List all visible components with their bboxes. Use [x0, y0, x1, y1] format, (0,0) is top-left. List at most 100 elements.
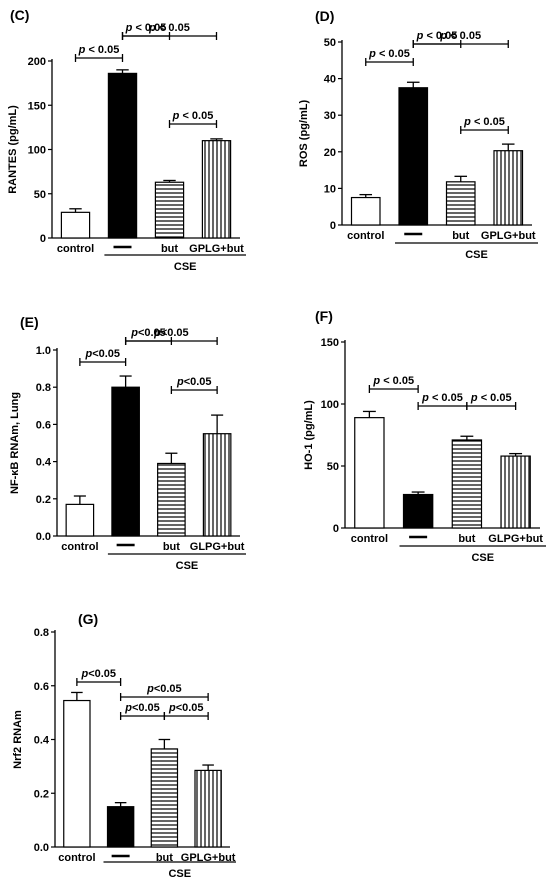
bar-3: [201, 140, 232, 239]
significance-label: p<0.05: [153, 327, 189, 339]
y-tick-label: 150: [321, 337, 339, 349]
group-label: CSE: [465, 249, 488, 261]
y-tick-label: 0.0: [36, 531, 51, 543]
y-tick-label: 20: [324, 147, 336, 159]
chart-panel-e: (E) NF-κB RNAm, Lung 0.0 0.2 0.4 0.6 0.8 1.0 con…: [9, 314, 246, 572]
significance-label: p<0.05: [130, 327, 166, 339]
y-tick-label: 50: [324, 37, 336, 49]
category-label: control: [347, 230, 384, 242]
chart-title: (C): [10, 7, 29, 23]
category-label: but: [156, 852, 173, 864]
y-tick-label: 0.4: [34, 735, 50, 747]
group-label: CSE: [471, 552, 494, 564]
y-axis-label: Nrf2 RNAm: [12, 710, 24, 769]
chart-panel-f: (F) HO-1 (pg/mL) 0 50 100 150 control but GLPG+b…: [303, 308, 546, 564]
bar-0: [65, 503, 95, 537]
category-label: GLPG+but: [190, 541, 245, 553]
chart-title: (F): [315, 308, 333, 324]
bar-2: [451, 439, 483, 529]
y-tick-label: 100: [321, 399, 339, 411]
y-axis-label: RANTES (pg/mL): [7, 105, 19, 194]
bar-0: [63, 699, 91, 848]
y-tick-label: 0.2: [36, 494, 51, 506]
category-label: but: [163, 541, 180, 553]
y-tick-label: 0.6: [34, 681, 49, 693]
significance-label: p < 0.05: [125, 22, 167, 34]
bar-1: [111, 386, 140, 537]
y-tick-label: 0.8: [34, 627, 49, 639]
category-label: GLPG+but: [488, 533, 543, 545]
category-label: control: [351, 533, 388, 545]
significance-label: p<0.05: [84, 348, 120, 360]
category-label: but: [458, 533, 475, 545]
y-tick-label: 10: [324, 183, 336, 195]
category-label: control: [61, 541, 98, 553]
y-tick-label: 50: [34, 189, 46, 201]
bar-2: [150, 748, 179, 848]
bar-3: [500, 455, 531, 529]
significance-label: p<0.05: [124, 702, 160, 714]
y-tick-label: 30: [324, 110, 336, 122]
chart-panel-d: (D) ROS (pg/mL) 0 10 20 30 40 50 control but GPLG+…: [298, 8, 538, 261]
y-tick-label: 200: [28, 56, 46, 68]
significance-label: p<0.05: [176, 376, 212, 388]
y-tick-label: 0: [330, 220, 336, 232]
bar-3: [202, 433, 232, 537]
y-tick-label: 0.2: [34, 788, 49, 800]
significance-label: p < 0.05: [172, 110, 214, 122]
y-axis-label: ROS (pg/mL): [298, 100, 310, 168]
category-label: but: [452, 230, 469, 242]
significance-label: p < 0.05: [368, 48, 410, 60]
chart-panel-c: (C) RANTES (pg/mL) 0 50 100 150 200 control but G…: [7, 7, 246, 273]
group-label: CSE: [168, 868, 191, 880]
y-tick-label: 0.4: [36, 457, 52, 469]
y-tick-label: 0: [40, 233, 46, 245]
y-tick-label: 0: [333, 523, 339, 535]
bar-2: [445, 181, 476, 226]
significance-label: p < 0.05: [470, 392, 512, 404]
y-tick-label: 0.6: [36, 419, 51, 431]
y-axis-label: NF-κB RNAm, Lung: [9, 392, 21, 494]
significance-label: p < 0.05: [463, 116, 505, 128]
bar-0: [60, 211, 91, 239]
significance-label: p<0.05: [80, 668, 116, 680]
bar-3: [493, 150, 524, 226]
significance-label: p<0.05: [168, 702, 204, 714]
bar-3: [194, 769, 222, 848]
significance-label: p < 0.05: [372, 375, 414, 387]
category-label: control: [58, 852, 95, 864]
category-label: GPLG+but: [481, 230, 536, 242]
bar-2: [157, 462, 186, 537]
group-label: CSE: [176, 560, 199, 572]
group-label: CSE: [174, 261, 197, 273]
bar-1: [106, 806, 135, 848]
y-tick-label: 1.0: [36, 345, 51, 357]
bar-0: [350, 196, 381, 226]
significance-label: p < 0.05: [421, 392, 463, 404]
category-label: but: [161, 243, 178, 255]
bar-1: [398, 87, 429, 226]
significance-label: p<0.05: [146, 683, 182, 695]
significance-label: p < 0.05: [416, 30, 458, 42]
category-label: GPLG+but: [181, 852, 236, 864]
y-tick-label: 100: [28, 145, 46, 157]
y-tick-label: 50: [327, 461, 339, 473]
significance-label: p < 0.05: [439, 30, 481, 42]
y-tick-label: 40: [324, 74, 336, 86]
chart-title: (D): [315, 8, 334, 24]
chart-title: (G): [78, 611, 98, 627]
bar-1: [402, 493, 434, 529]
category-label: GPLG+but: [189, 243, 244, 255]
bar-0: [354, 417, 385, 529]
y-tick-label: 0.0: [34, 842, 49, 854]
significance-label: p < 0.05: [148, 22, 190, 34]
y-tick-label: 150: [28, 100, 46, 112]
y-axis-label: HO-1 (pg/mL): [303, 400, 315, 470]
bar-2: [154, 181, 185, 239]
category-label: control: [57, 243, 94, 255]
chart-panel-g: (G) Nrf2 RNAm 0.0 0.2 0.4 0.6 0.8 control but GPL…: [12, 611, 236, 880]
bar-1: [107, 72, 138, 239]
significance-label: p < 0.05: [78, 44, 120, 56]
chart-title: (E): [20, 314, 39, 330]
